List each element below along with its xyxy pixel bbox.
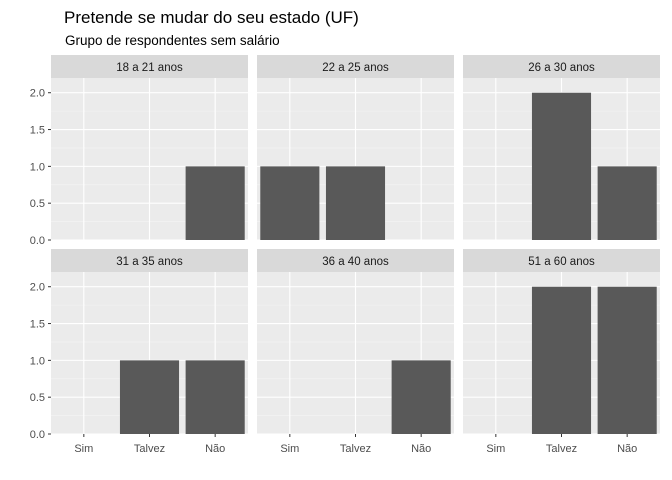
x-tick-label: Talvez [340, 443, 371, 455]
facet-strip-label: 36 a 40 anos [322, 256, 389, 268]
y-tick-label: 1.5 [30, 319, 45, 331]
y-tick-label: 1.0 [30, 161, 45, 173]
y-tick-label: 2.0 [30, 282, 45, 294]
x-tick-label: Não [617, 443, 637, 455]
facet-strip-label: 31 a 35 anos [116, 256, 183, 268]
y-tick-label: 0.5 [30, 198, 45, 210]
x-tick-label: Não [411, 443, 431, 455]
facet-strip-label: 18 a 21 anos [116, 62, 183, 74]
facet-strip [257, 249, 454, 272]
facet-strip-label: 22 a 25 anos [322, 62, 389, 74]
x-tick-label: Sim [74, 443, 93, 455]
facet-strip [463, 55, 660, 78]
facet-panel: 22 a 25 anos [257, 55, 454, 241]
y-tick-label: 1.0 [30, 355, 45, 367]
facet-panel: 51 a 60 anos Sim Talvez Não [463, 249, 660, 455]
y-tick-label: 1.5 [30, 125, 45, 137]
bar [185, 166, 245, 240]
facets-layer: 18 a 21 anos 0.0 0.5 1.0 1.5 2.0 22 a 25 anos 2… [30, 55, 660, 455]
y-tick-label: 2.0 [30, 88, 45, 100]
chart-title: Pretende se mudar do seu estado (UF) [64, 8, 359, 27]
x-tick-label: Sim [280, 443, 299, 455]
bar [119, 360, 180, 434]
bar [185, 360, 245, 434]
facet-panel: 31 a 35 anos 0.0 0.5 1.0 1.5 2.0 Sim Talvez Não [30, 249, 248, 455]
facet-panel: 18 a 21 anos 0.0 0.5 1.0 1.5 2.0 [30, 55, 248, 247]
facet-strip [51, 249, 248, 272]
bar [260, 166, 320, 240]
facet-panel: 36 a 40 anos Sim Talvez Não [257, 249, 454, 455]
facet-strip-label: 51 a 60 anos [528, 256, 595, 268]
facet-strip [463, 249, 660, 272]
bar [597, 286, 657, 434]
y-tick-label: 0.5 [30, 392, 45, 404]
bar [531, 286, 592, 434]
facet-panel: 26 a 30 anos [463, 55, 660, 241]
y-tick-label: 0.0 [30, 429, 45, 441]
bar [391, 360, 451, 434]
bar [531, 92, 592, 241]
x-tick-label: Talvez [546, 443, 577, 455]
chart-subtitle: Grupo de respondentes sem salário [65, 33, 280, 48]
facet-strip-label: 26 a 30 anos [528, 62, 595, 74]
x-tick-label: Talvez [134, 443, 165, 455]
bar [597, 166, 657, 240]
facet-strip [257, 55, 454, 78]
x-tick-label: Sim [486, 443, 505, 455]
bar [325, 166, 386, 240]
y-tick-label: 0.0 [30, 235, 45, 247]
facet-strip [51, 55, 248, 78]
x-tick-label: Não [205, 443, 225, 455]
